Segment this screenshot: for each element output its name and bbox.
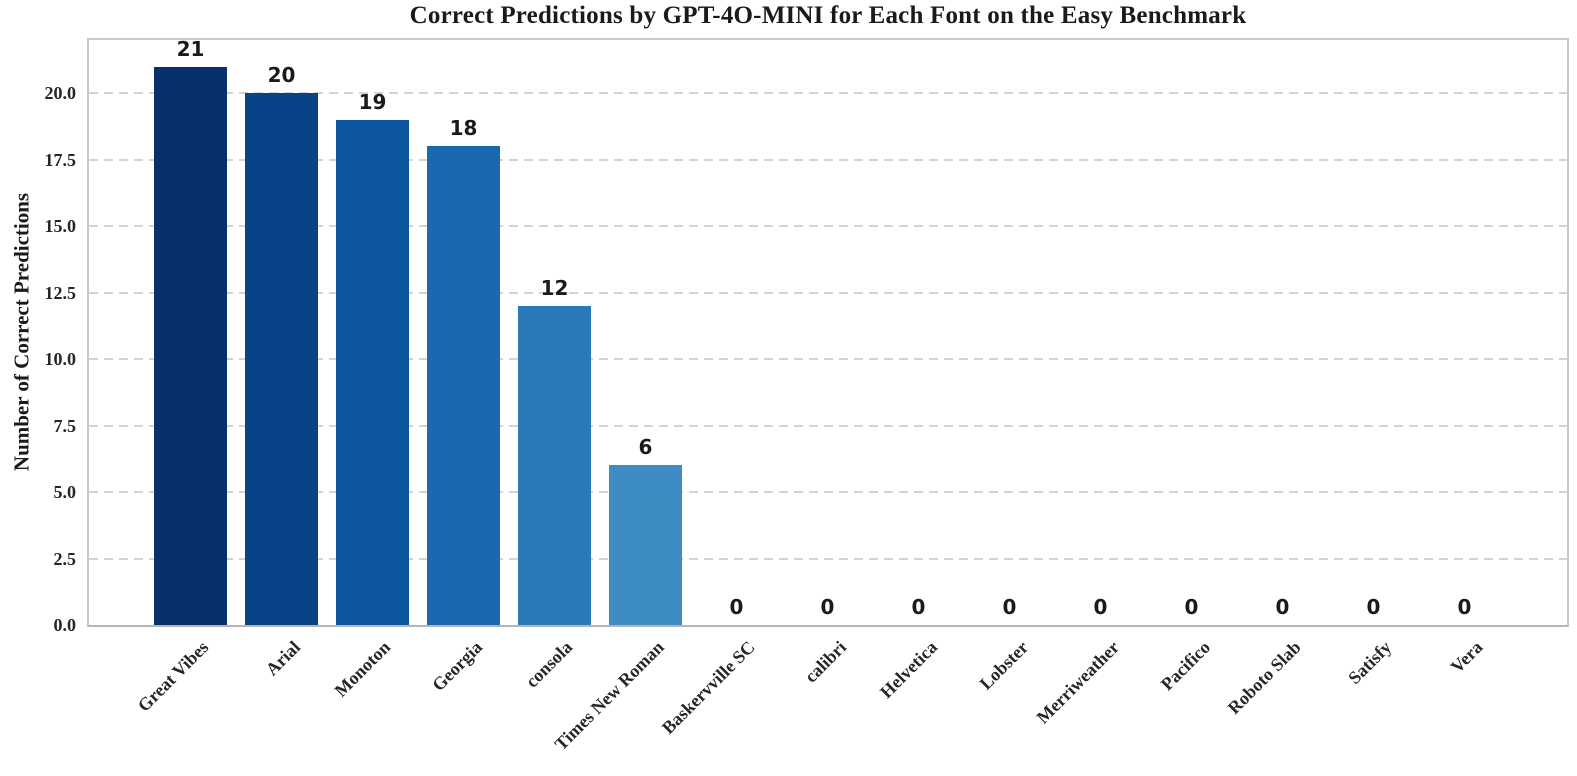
plot-area: 21 20 19 18 12 6 0 0 0 0 0 0 0 0 0 (87, 36, 1569, 627)
bar-value-label: 0 (911, 595, 926, 619)
x-tick-label-lobster: Lobster (975, 637, 1032, 694)
bar-value-label: 0 (1184, 595, 1199, 619)
y-tick-label: 10.0 (44, 349, 77, 370)
y-tick-label: 12.5 (44, 282, 77, 303)
bar-value-label: 18 (449, 116, 478, 141)
bar-arial (245, 93, 318, 625)
x-tick-label-georgia: Georgia (427, 637, 486, 695)
gridline-y-2.5 (89, 557, 1567, 560)
bar-value-label: 6 (638, 435, 653, 460)
bar-value-label: 0 (1457, 595, 1472, 619)
bar-value-label: 0 (1002, 595, 1017, 619)
bar-value-label: 0 (1366, 595, 1381, 619)
bar-value-label: 21 (176, 36, 205, 61)
bar-value-label: 20 (267, 63, 296, 88)
x-tick-label-baskervville-sc: Baskervville SC (657, 637, 759, 738)
y-tick-label: 0.0 (53, 615, 77, 635)
x-tick-label-consola: consola (522, 637, 577, 692)
gridline-y-12.5 (89, 291, 1567, 294)
bar-value-label: 0 (1093, 595, 1108, 619)
bar-great-vibes (154, 66, 227, 625)
gridline-y-15.0 (89, 225, 1567, 228)
bar-times-new-roman (609, 465, 682, 625)
bar-monoton (336, 119, 409, 625)
x-tick-label-arial: Arial (261, 637, 304, 680)
bar-value-label: 0 (1275, 595, 1290, 619)
x-tick-label-roboto-slab: Roboto Slab (1223, 637, 1305, 718)
x-tick-label-great-vibes: Great Vibes (134, 637, 213, 716)
x-tick-label-pacifico: Pacifico (1156, 637, 1214, 695)
x-tick-label-helvetica: Helvetica (875, 637, 941, 703)
y-tick-label: 20.0 (44, 83, 77, 104)
x-tick-label-merriweather: Merriweather (1032, 637, 1123, 728)
bar-consola (518, 305, 591, 625)
chart-title: Correct Predictions by GPT-4O-MINI for E… (409, 2, 1247, 29)
bar-georgia (427, 146, 500, 625)
y-tick-label: 17.5 (44, 149, 77, 170)
gridline-y-17.5 (89, 158, 1567, 161)
gridline-y-7.5 (89, 424, 1567, 427)
y-tick-label: 5.0 (53, 482, 77, 503)
y-tick-label: 2.5 (53, 548, 77, 569)
bar-value-label: 0 (820, 595, 835, 619)
x-tick-label-calibri: calibri (800, 637, 850, 687)
x-tick-label-monoton: Monoton (330, 637, 395, 701)
gridline-y-20.0 (89, 92, 1567, 95)
x-tick-label-vera: Vera (1446, 637, 1487, 677)
gridline-y-10.0 (89, 358, 1567, 361)
bar-value-label: 19 (358, 89, 387, 114)
x-tick-label-satisfy: Satisfy (1344, 637, 1396, 688)
y-tick-label: 7.5 (53, 415, 77, 436)
y-tick-label: 15.0 (44, 216, 77, 237)
bar-value-label: 12 (540, 275, 569, 300)
bar-value-label: 0 (729, 595, 744, 619)
gridline-y-5.0 (89, 491, 1567, 494)
